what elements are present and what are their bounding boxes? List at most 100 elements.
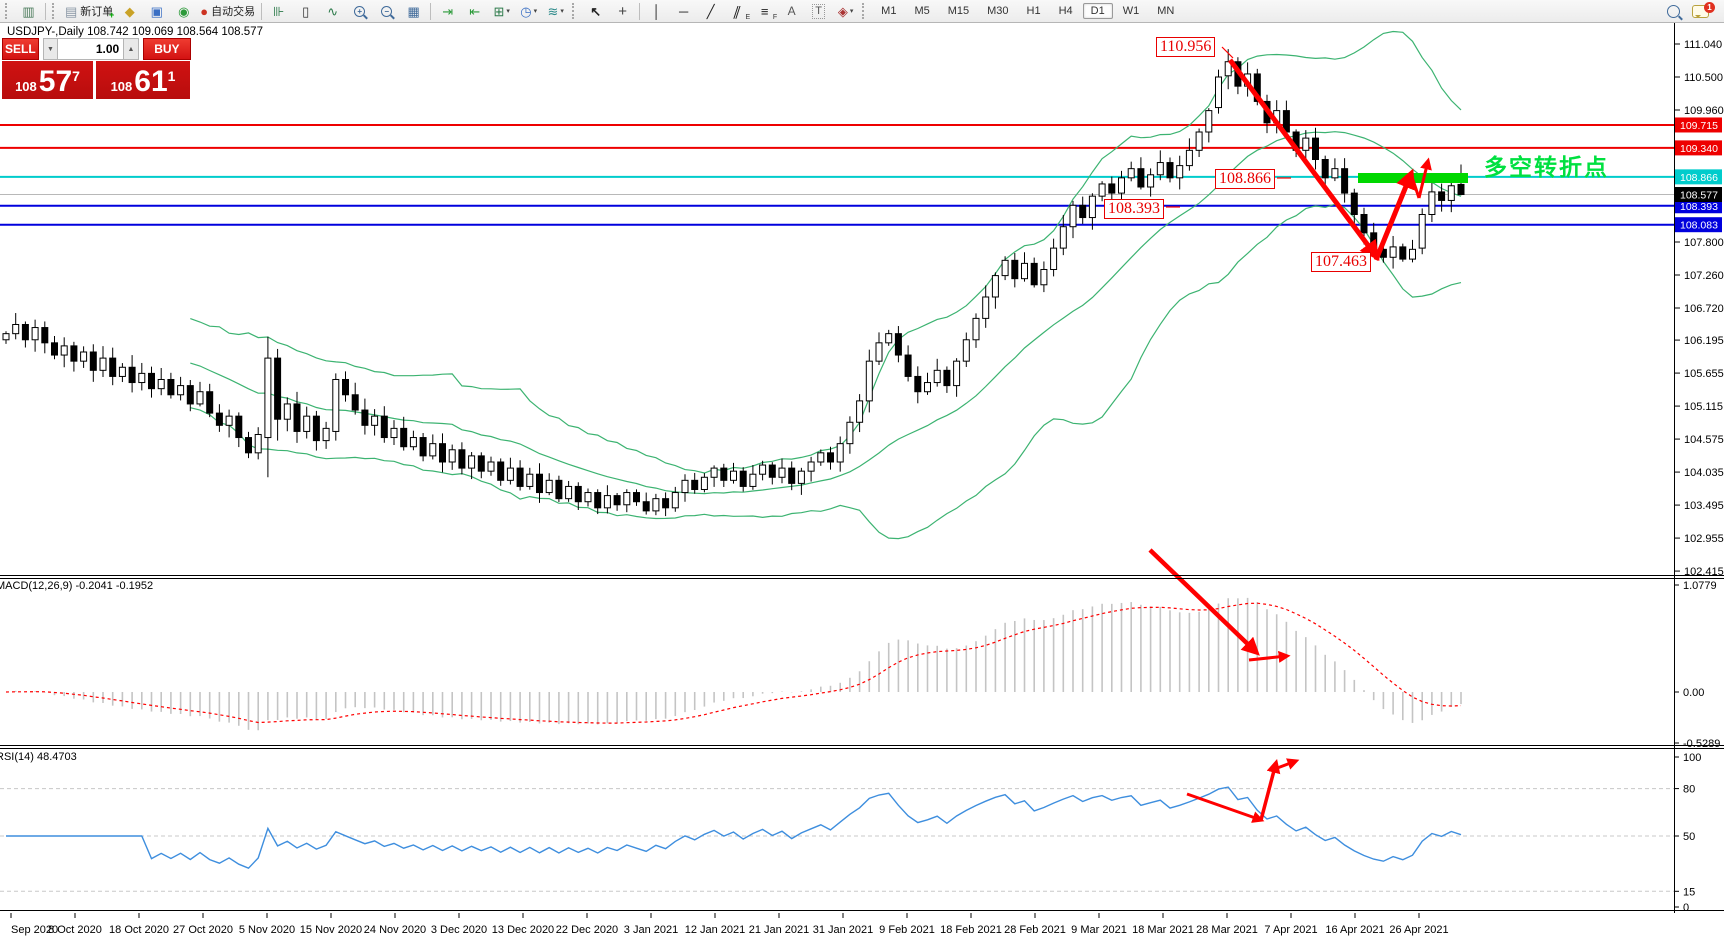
volume-input[interactable] [58,38,124,60]
timeframe-m5[interactable]: M5 [914,5,930,17]
tile-windows-button[interactable]: ▦ [400,1,427,22]
trendline-button[interactable]: ╱ [697,1,724,22]
timeframe-mn[interactable]: MN [1157,5,1175,17]
toolbar-grip [862,3,869,19]
timeframe-d1[interactable]: D1 [1082,3,1113,19]
timeframe-m15[interactable]: M15 [947,5,970,17]
svg-text:12 Jan 2021: 12 Jan 2021 [685,924,746,936]
candlestick-button[interactable]: ▯ [292,1,319,22]
svg-text:-0.5289: -0.5289 [1683,738,1720,750]
equidistant-channel-button[interactable]: ∥ E [731,3,751,21]
template-icon: ≋ [547,3,559,19]
new-order-button[interactable]: ▤ + 新订单 [62,1,116,22]
svg-text:5 Nov 2020: 5 Nov 2020 [239,924,295,936]
market-watch-button[interactable]: ▥ [15,1,42,22]
zoom-in-button[interactable]: + [346,1,373,22]
svg-text:107.800: 107.800 [1684,237,1724,249]
svg-text:106.720: 106.720 [1684,303,1724,315]
toolbar: ▥ ▤ + 新订单 ◆ ▣ ◉ ● 自动交易 ⊪ ▯ ∿ + − ▦ ⇥ ⇤ ⊞ ▾… [0,0,1724,23]
svg-text:102.415: 102.415 [1684,566,1724,578]
sell-price[interactable]: 108 57 7 [2,61,93,99]
svg-text:3 Dec 2020: 3 Dec 2020 [431,924,487,936]
text-button[interactable]: A [778,1,805,22]
svg-text:22 Dec 2020: 22 Dec 2020 [556,924,618,936]
svg-text:100: 100 [1683,752,1701,764]
volume-down-button[interactable]: ▼ [42,38,59,60]
timeframe-h1[interactable]: H1 [1026,5,1041,17]
trendline-icon: ╱ [706,3,715,19]
horizontal-line-button[interactable]: ─ [670,1,697,22]
metaeditor-button[interactable]: ◆ [116,1,143,22]
price-annotation-trough[interactable]: 107.463 [1311,252,1371,272]
svg-text:16 Apr 2021: 16 Apr 2021 [1325,924,1384,936]
equidistant-channel-icon: ∥ [731,3,744,19]
svg-text:107.260: 107.260 [1684,270,1724,282]
horizontal-level-lines [0,123,1674,226]
crosshair-button[interactable]: + [609,1,636,22]
svg-text:102.955: 102.955 [1684,533,1724,545]
zoom-out-icon: − [381,5,393,17]
buy-price[interactable]: 108 61 1 [96,61,190,99]
svg-text:28 Mar 2021: 28 Mar 2021 [1196,924,1258,936]
chart-shift-button[interactable]: ⇤ [461,1,488,22]
pivot-point-label[interactable]: 多空转折点 [1484,154,1609,180]
timeframe-m1[interactable]: M1 [881,5,897,17]
svg-text:18 Oct 2020: 18 Oct 2020 [109,924,169,936]
crosshair-icon: + [618,2,628,20]
market-button[interactable]: ▣ [143,1,170,22]
chevron-down-icon: ▾ [533,8,538,15]
periods-button[interactable]: ◷ ▾ [515,1,542,22]
toolbar-separator [261,2,263,20]
timeframe-h4[interactable]: H4 [1058,5,1073,17]
buy-button[interactable]: BUY [142,38,191,60]
signals-button[interactable]: ◉ [170,1,197,22]
svg-text:9 Feb 2021: 9 Feb 2021 [879,924,935,936]
arrows-button[interactable]: ◈ ▾ [832,1,859,22]
chat-button[interactable]: 1 [1687,1,1715,22]
new-order-label: 新订单 [80,6,114,18]
timeframe-w1[interactable]: W1 [1122,5,1140,17]
new-chart-button[interactable]: ⊞ ▾ [488,1,515,22]
toolbar-separator [639,2,641,20]
cursor-icon: ↖ [590,3,602,19]
macd-label: MACD(12,26,9) -0.2041 -0.1952 [0,580,154,592]
autotrading-button[interactable]: ● 自动交易 [197,1,258,22]
chevron-down-icon: ▾ [506,8,510,15]
vertical-line-icon: │ [652,3,661,19]
price-annotation-mid[interactable]: 108.866 [1215,169,1275,189]
svg-text:108.577: 108.577 [1680,190,1718,202]
bar-chart-button[interactable]: ⊪ [265,1,292,22]
sell-button[interactable]: SELL [2,38,39,60]
svg-text:104.035: 104.035 [1684,467,1724,479]
fibonacci-button[interactable]: ≡ F [760,3,778,21]
annotation-arrows[interactable] [1148,46,1432,823]
svg-text:109.960: 109.960 [1684,105,1724,117]
svg-text:109.715: 109.715 [1680,120,1718,132]
chart-shift-icon: ⇤ [469,3,481,19]
rsi-label: RSI(14) 48.4703 [0,751,77,763]
volume-up-button[interactable]: ▲ [123,38,139,60]
one-click-trading-panel: SELL ▼ ▲ BUY 108 57 7 108 61 1 [2,38,191,99]
candles [2,49,1465,517]
timeframe-m30[interactable]: M30 [987,5,1009,17]
svg-text:7 Apr 2021: 7 Apr 2021 [1264,924,1317,936]
svg-text:108.083: 108.083 [1680,220,1718,232]
chevron-down-icon: ▾ [849,8,854,15]
line-chart-button[interactable]: ∿ [319,1,346,22]
svg-text:31 Jan 2021: 31 Jan 2021 [813,924,874,936]
templates-button[interactable]: ≋ ▾ [542,1,569,22]
vertical-line-button[interactable]: │ [643,1,670,22]
search-button[interactable] [1660,1,1687,22]
notification-badge: 1 [1704,1,1715,13]
zoom-out-button[interactable]: − [373,1,400,22]
price-annotation-peak[interactable]: 110.956 [1156,37,1216,57]
chart-magnifier-icon: ▥ [22,3,35,19]
cursor-button[interactable]: ↖ [582,1,609,22]
price-annotation-low[interactable]: 108.393 [1104,199,1164,219]
text-label-button[interactable]: T [805,1,832,22]
arrows-icon: ◈ [837,3,848,19]
auto-scroll-button[interactable]: ⇥ [434,1,461,22]
signals-icon: ◉ [178,3,190,19]
